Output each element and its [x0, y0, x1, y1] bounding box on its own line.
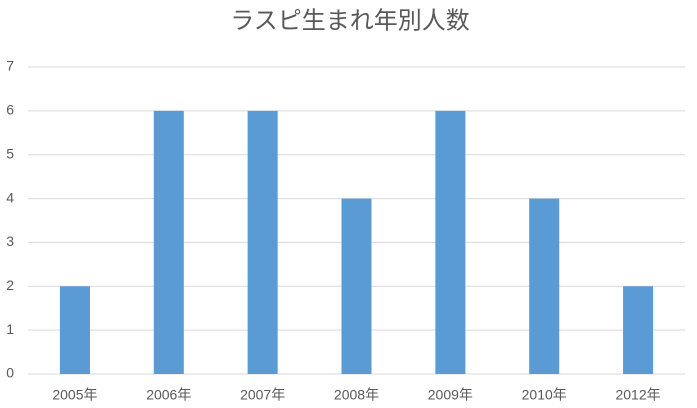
- y-tick-label: 1: [6, 321, 14, 337]
- bar: [59, 286, 90, 374]
- x-tick-label: 2012年: [615, 387, 660, 403]
- bar: [247, 110, 278, 374]
- y-tick-label: 0: [6, 365, 14, 381]
- x-tick-label: 2009年: [428, 387, 473, 403]
- y-tick-label: 2: [6, 277, 14, 293]
- bar: [341, 198, 372, 374]
- x-tick-label: 2010年: [522, 387, 567, 403]
- bar: [529, 198, 560, 374]
- x-tick-label: 2008年: [334, 387, 379, 403]
- x-tick-label: 2007年: [240, 387, 285, 403]
- chart-title: ラスピ生まれ年別人数: [230, 7, 470, 34]
- bar: [623, 286, 654, 374]
- x-tick-label: 2006年: [146, 387, 191, 403]
- y-tick-label: 3: [6, 233, 14, 249]
- y-tick-label: 6: [6, 102, 14, 118]
- bar: [153, 110, 184, 374]
- y-tick-label: 4: [6, 189, 14, 205]
- y-tick-label: 7: [6, 58, 14, 74]
- y-tick-label: 5: [6, 145, 14, 161]
- x-tick-label: 2005年: [52, 387, 97, 403]
- bar: [435, 110, 466, 374]
